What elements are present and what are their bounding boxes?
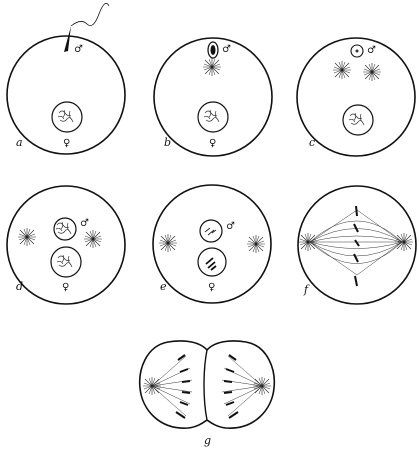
chromosomes-e-male bbox=[204, 227, 217, 236]
chromosomes-e-female bbox=[205, 257, 217, 271]
panel-label-a: a bbox=[16, 136, 23, 149]
chromatin-d-female bbox=[56, 254, 73, 268]
panel-g: g bbox=[138, 340, 276, 447]
aster-d-left bbox=[17, 227, 37, 247]
panel-c: ♂ c bbox=[296, 37, 416, 157]
egg-cell-a bbox=[6, 35, 126, 155]
panel-a: ♂ ♀ a bbox=[6, 2, 126, 155]
male-label-d: ♂ bbox=[80, 218, 89, 229]
sperm-tail-a bbox=[70, 2, 110, 27]
female-pronucleus-a bbox=[51, 101, 83, 133]
panel-f: f bbox=[297, 185, 417, 305]
egg-cell-d bbox=[6, 185, 126, 305]
aster-d-right bbox=[83, 229, 103, 249]
panel-e: ♂ ♀ e bbox=[152, 184, 272, 304]
aster-e-right bbox=[246, 234, 266, 254]
panel-label-f: f bbox=[303, 283, 310, 296]
egg-cell-c bbox=[296, 37, 416, 157]
male-pronucleus-d bbox=[53, 217, 77, 241]
panel-label-e: e bbox=[160, 280, 167, 293]
male-pronucleus-e bbox=[199, 219, 223, 243]
aster-e-left bbox=[158, 233, 178, 253]
sperm-head-a bbox=[64, 26, 71, 52]
female-pronucleus-c bbox=[342, 104, 374, 136]
panel-label-d: d bbox=[16, 280, 23, 293]
panel-d: ♂ ♀ d bbox=[6, 185, 126, 305]
panel-label-c: c bbox=[309, 136, 315, 149]
sperm-head-b bbox=[210, 45, 216, 55]
female-pronucleus-d bbox=[50, 246, 82, 278]
egg-cell-b bbox=[153, 37, 273, 157]
chromosomes-g-right bbox=[223, 354, 239, 419]
female-label-e: ♀ bbox=[208, 282, 215, 293]
female-label-d: ♀ bbox=[62, 282, 69, 293]
male-label-e: ♂ bbox=[226, 221, 235, 232]
panel-label-g: g bbox=[204, 434, 211, 447]
female-pronucleus-e bbox=[197, 247, 227, 277]
male-label-c: ♂ bbox=[367, 45, 376, 56]
male-pronucleus-b bbox=[207, 41, 219, 59]
female-label-a: ♀ bbox=[63, 138, 70, 149]
male-label-a: ♂ bbox=[74, 44, 83, 55]
egg-cell-f bbox=[297, 185, 417, 305]
aster-b bbox=[202, 57, 222, 77]
chromatin-d-male bbox=[55, 221, 72, 235]
chromatin-b bbox=[203, 109, 220, 123]
female-label-b: ♀ bbox=[209, 138, 216, 149]
male-label-b: ♂ bbox=[222, 44, 231, 55]
aster-c-right bbox=[362, 62, 382, 82]
chromosomes-g-left bbox=[175, 354, 191, 419]
chromosomes-f bbox=[353, 205, 360, 287]
two-cell-outline bbox=[138, 340, 276, 429]
aster-c-left bbox=[332, 60, 352, 80]
panel-b: ♂ ♀ b bbox=[153, 37, 273, 157]
panel-label-b: b bbox=[164, 136, 171, 149]
chromatin-c bbox=[348, 112, 365, 126]
female-pronucleus-b bbox=[197, 101, 229, 133]
chromatin-a bbox=[57, 109, 74, 123]
egg-cell-e bbox=[152, 184, 272, 304]
male-pronucleus-c bbox=[350, 44, 364, 58]
cleavage-furrow bbox=[203, 349, 208, 421]
